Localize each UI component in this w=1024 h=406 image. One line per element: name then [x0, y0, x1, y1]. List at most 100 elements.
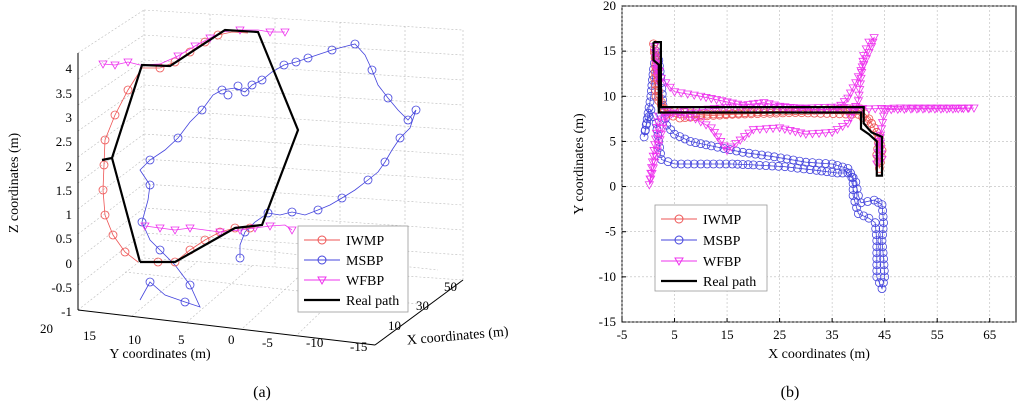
data-point: [757, 150, 767, 160]
data-point: [807, 130, 818, 139]
data-point: [864, 213, 874, 223]
data-point: [843, 164, 853, 173]
data-point: [871, 224, 881, 234]
data-point: [875, 164, 884, 173]
data-point: [689, 159, 699, 169]
data-point: [769, 152, 779, 162]
data-point: [743, 101, 753, 110]
data-point: [655, 136, 665, 145]
data-point: [717, 97, 727, 106]
data-point: [657, 125, 668, 134]
data-point: [706, 124, 716, 133]
data-point: [716, 138, 726, 147]
x-tick-label: -5: [617, 327, 628, 342]
panel-b-xlabel: X coordinates (m): [768, 347, 870, 362]
data-point: [722, 147, 732, 156]
data-point: [711, 96, 722, 105]
data-point: [656, 130, 667, 139]
data-point: [859, 211, 869, 221]
data-point: [872, 242, 882, 252]
data-point: [864, 38, 874, 47]
data-point: [856, 198, 866, 208]
data-point: [851, 177, 861, 187]
data-point: [958, 105, 969, 114]
data-point: [767, 161, 777, 171]
data-point: [832, 105, 843, 114]
z-tick: 1.5: [56, 183, 72, 198]
data-point: [701, 121, 711, 130]
data-point: [799, 164, 809, 174]
data-point: [820, 129, 831, 138]
data-point: [715, 104, 726, 113]
data-point: [852, 203, 861, 213]
data-point: [794, 104, 805, 113]
data-point: [790, 128, 801, 137]
data-point: [821, 159, 830, 168]
z-tick: 3: [66, 110, 73, 125]
z-tick: 2.5: [56, 134, 72, 149]
data-point: [878, 248, 888, 258]
data-point: [659, 119, 669, 128]
y-tick: 15: [83, 328, 96, 343]
legend-entry-real: Real path: [304, 294, 399, 309]
data-point: [738, 147, 748, 157]
data-point: [665, 83, 675, 93]
data-point: [854, 91, 864, 100]
data-point: [850, 197, 860, 207]
legend-entry-msbp: MSBP: [661, 234, 741, 249]
data-point: [883, 104, 893, 114]
data-point: [855, 86, 865, 95]
data-point: [780, 125, 790, 134]
data-point: [751, 149, 760, 159]
data-point: [738, 160, 748, 169]
data-point: [706, 95, 716, 104]
data-point: [944, 104, 955, 113]
data-point: [926, 104, 936, 113]
data-point: [879, 278, 888, 288]
series-line-real: [652, 40, 884, 177]
data-point: [817, 166, 826, 176]
panel-a-3d-chart: 4 3.5 3 2.5 2 1.5 1 0.5 0 -0.5 -1 20 15 …: [7, 9, 509, 401]
data-point: [848, 185, 858, 195]
data-point: [969, 104, 979, 113]
panel-b-series: [639, 34, 979, 294]
data-point: [855, 80, 866, 89]
data-point: [675, 132, 685, 142]
data-point: [713, 142, 722, 152]
data-point: [701, 94, 711, 103]
data-point: [864, 114, 874, 124]
data-point: [879, 260, 889, 270]
x-tick: 30: [416, 298, 429, 313]
x-tick-label: 15: [721, 327, 734, 342]
data-point: [878, 230, 887, 240]
data-point: [675, 110, 685, 120]
x-tick-label: 55: [931, 327, 944, 342]
data-point: [932, 104, 942, 113]
data-point: [795, 129, 806, 138]
legend-label-real: Real path: [346, 294, 399, 309]
data-point: [676, 89, 686, 98]
legend-entry-real: Real path: [661, 275, 756, 290]
data-point: [814, 158, 824, 168]
data-point: [957, 104, 967, 113]
z-tick: 0: [66, 256, 73, 271]
data-point: [727, 99, 738, 108]
data-point: [663, 157, 673, 167]
data-point: [877, 284, 887, 294]
data-point: [953, 105, 963, 114]
data-point: [719, 142, 729, 151]
data-point: [666, 110, 677, 119]
z-tick: 4: [66, 61, 73, 76]
data-point: [808, 158, 817, 168]
data-point: [774, 161, 783, 171]
data-point: [858, 52, 869, 61]
data-point: [878, 242, 887, 252]
z-tick: 0.5: [56, 231, 72, 246]
data-point: [782, 154, 792, 164]
data-point: [709, 128, 720, 138]
panel-a-x-ticks: 10 30 50: [388, 279, 457, 333]
panel-a-caption: (a): [253, 384, 271, 401]
y-tick-label: 0: [610, 179, 617, 194]
y-tick-label: 10: [603, 88, 616, 103]
data-point: [878, 212, 888, 222]
